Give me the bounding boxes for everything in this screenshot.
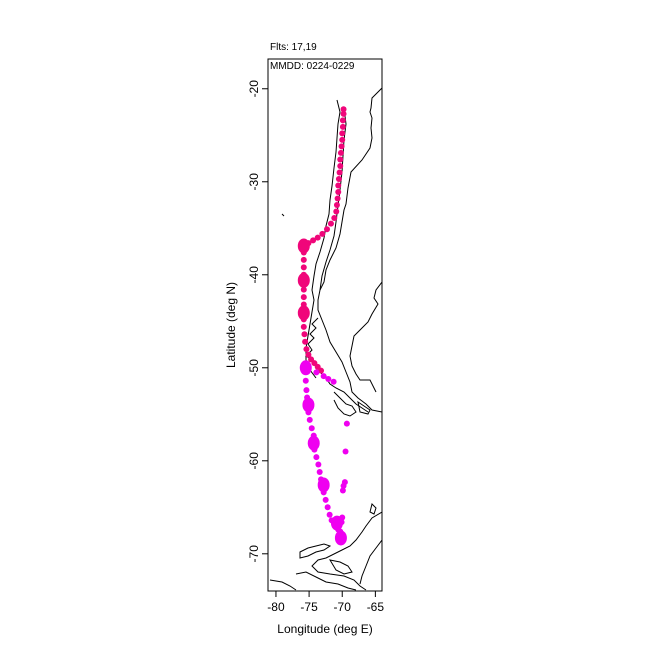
coastline-south-georgia	[369, 503, 377, 515]
flight-17-point	[300, 264, 307, 271]
flight-17-point	[333, 202, 340, 209]
flight-17-marker	[297, 272, 310, 288]
flight-17-point	[323, 226, 330, 233]
flight-17-point	[335, 189, 342, 195]
flight-17-point	[301, 331, 308, 338]
flight-17-point	[335, 182, 342, 189]
y-axis: -20 -30 -40 -50 -60 -70	[247, 80, 269, 563]
y-tick-label: -50	[247, 359, 261, 377]
flight-19-point	[313, 369, 320, 376]
flight-19-point	[330, 378, 337, 385]
flight-17-point	[300, 294, 307, 301]
flight-17-point	[302, 338, 309, 345]
flight-17-point	[327, 220, 334, 227]
y-tick-label: -20	[247, 80, 261, 98]
flight-17-point	[300, 286, 307, 293]
flight-19-point	[315, 461, 322, 468]
flight-19-point	[308, 425, 315, 432]
flight-17-point	[340, 106, 347, 113]
flight-17-point	[331, 215, 338, 222]
coastline-antarctic-2	[359, 539, 382, 585]
flight-19-marker	[330, 515, 343, 531]
flight-17-point	[318, 367, 325, 374]
flight-19-point	[303, 387, 310, 394]
trajectory-points	[297, 106, 350, 546]
flight-19-point	[343, 420, 350, 427]
flight-19-point	[324, 504, 331, 511]
x-tick-label: -80	[267, 600, 285, 614]
flight-17-marker	[297, 305, 310, 321]
flight-17-point	[340, 110, 347, 117]
y-tick-label: -40	[247, 266, 261, 284]
flight-19-point	[320, 373, 327, 380]
y-tick-label: -30	[247, 173, 261, 191]
y-axis-label: Latitude (deg N)	[224, 282, 238, 368]
flight-19-marker	[317, 477, 330, 493]
coastline-islet	[281, 213, 285, 217]
flight-17-point	[319, 230, 326, 237]
flight-17-point	[303, 346, 310, 353]
flight-17-point	[333, 208, 340, 215]
x-tick-label: -65	[367, 600, 385, 614]
coastline-antarctic-4	[295, 571, 357, 591]
flight-17-point	[337, 162, 344, 169]
flight-19-point	[325, 375, 332, 382]
flight-19-point	[342, 448, 349, 455]
dates-label: MMDD: 0224-0229	[270, 61, 355, 72]
flight-17-point	[335, 175, 342, 182]
flight-19-point	[302, 377, 309, 384]
coastline-antarctic-6	[328, 559, 353, 575]
x-axis-label: Longitude (deg E)	[277, 622, 372, 636]
flight-19-marker	[334, 530, 347, 546]
flight-17-point	[300, 323, 307, 330]
flight-17-point	[337, 149, 344, 156]
x-tick-label: -75	[300, 600, 318, 614]
coastline-antarctic-peninsula	[311, 511, 382, 591]
flights-label: Flts: 17,19	[270, 42, 317, 53]
coastline	[269, 87, 382, 591]
flight-17-point	[336, 169, 343, 176]
flight-17-point	[339, 130, 346, 137]
flight-17-point	[305, 351, 312, 358]
flight-19-point	[322, 496, 329, 503]
flight-17-point	[339, 117, 346, 124]
flight-19-point	[306, 416, 313, 423]
flight-19-point	[341, 479, 348, 486]
x-axis: -80 -75 -70 -65	[267, 590, 385, 614]
flight-19-point	[316, 468, 323, 475]
coastline-tierra-del-fuego	[333, 391, 357, 417]
flight-19-point	[326, 511, 333, 518]
coastline-argentina-east	[349, 281, 382, 393]
flight-19-marker	[307, 435, 320, 451]
flight-17-point	[314, 234, 321, 241]
coastline-island-1	[357, 400, 371, 415]
flight-17-point	[310, 237, 317, 244]
flight-19-marker	[299, 360, 312, 376]
coastline-antarctic-5	[269, 579, 297, 591]
flight-17-point	[300, 256, 307, 263]
y-tick-label: -70	[247, 545, 261, 563]
coastline-south-america	[317, 87, 382, 413]
flight-19-point	[339, 487, 346, 494]
coastline-antarctic-3	[299, 543, 332, 559]
flight-17-point	[337, 156, 344, 163]
flight-17-marker	[297, 238, 310, 254]
y-tick-label: -60	[247, 452, 261, 470]
flight-19-point	[313, 454, 320, 461]
flight-17-point	[338, 143, 345, 150]
x-tick-label: -70	[334, 600, 352, 614]
flight-17-point	[334, 195, 341, 202]
flight-17-point	[339, 136, 346, 143]
flight-19-marker	[302, 397, 315, 413]
flight-17-point	[339, 123, 346, 130]
